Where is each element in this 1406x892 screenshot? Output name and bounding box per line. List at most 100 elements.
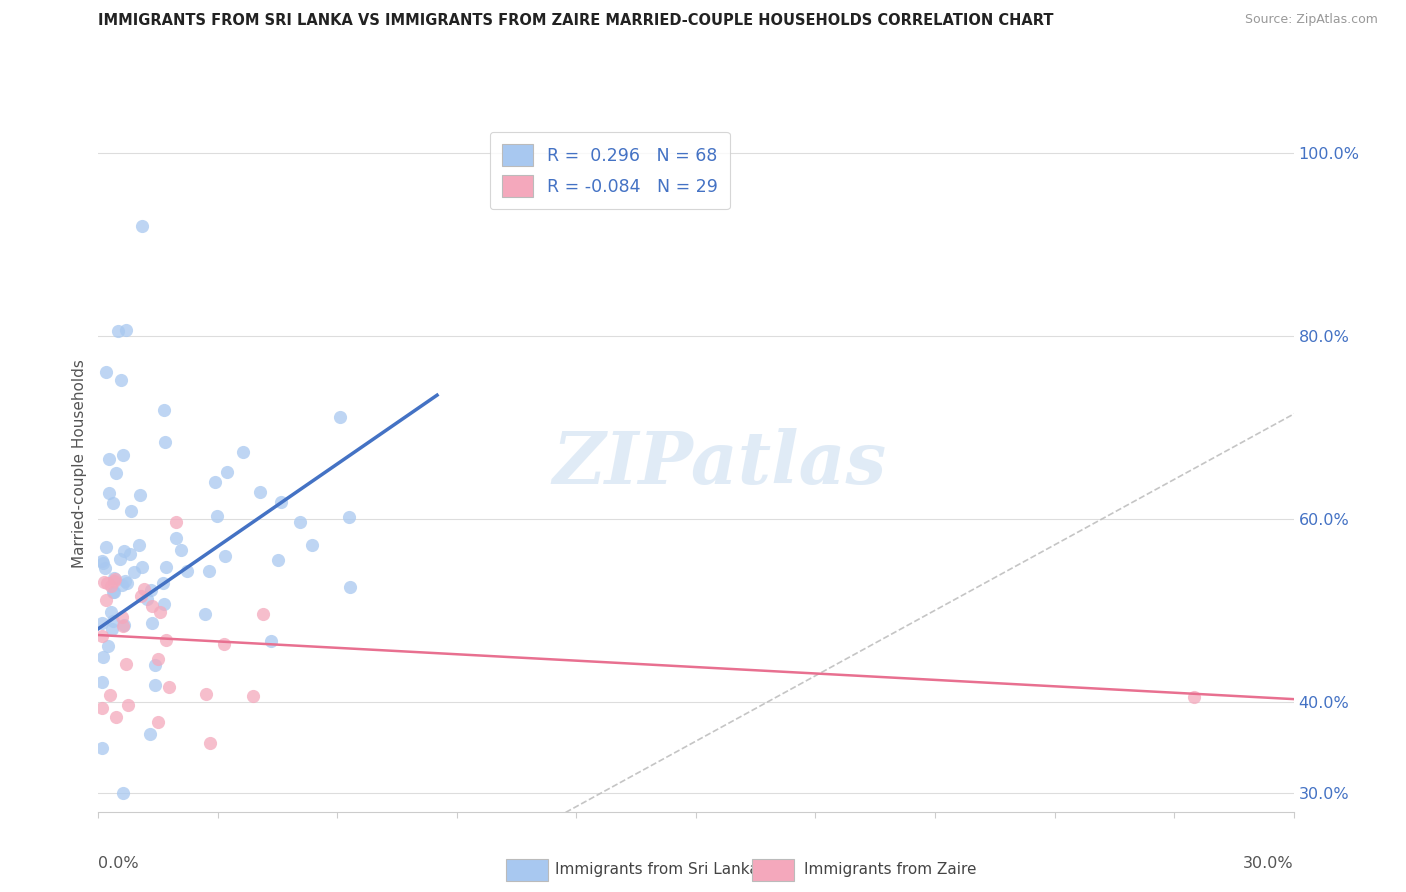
- Point: [91, 649, 114, 664]
- Point: [97, 639, 120, 653]
- Point: [197, 564, 219, 578]
- Point: [103, 574, 125, 588]
- Point: [170, 542, 193, 557]
- Text: IMMIGRANTS FROM SRI LANKA VS IMMIGRANTS FROM ZAIRE MARRIED-COUPLE HOUSEHOLDS COR: IMMIGRANTS FROM SRI LANKA VS IMMIGRANTS …: [98, 13, 1054, 29]
- Point: [91, 741, 114, 756]
- Point: [198, 736, 221, 750]
- Point: [176, 564, 198, 578]
- Point: [165, 515, 187, 529]
- Point: [157, 680, 180, 694]
- Point: [100, 606, 122, 620]
- Point: [114, 544, 136, 558]
- Point: [141, 616, 163, 631]
- Text: Immigrants from Zaire: Immigrants from Zaire: [804, 863, 977, 877]
- Point: [129, 589, 152, 603]
- Point: [101, 585, 124, 599]
- Point: [128, 538, 150, 552]
- Point: [232, 445, 254, 459]
- Legend: R =  0.296   N = 68, R = -0.084   N = 29: R = 0.296 N = 68, R = -0.084 N = 29: [489, 132, 730, 210]
- Point: [96, 576, 118, 591]
- Point: [267, 553, 290, 567]
- Point: [153, 597, 176, 611]
- Point: [91, 615, 114, 630]
- Point: [148, 652, 170, 666]
- Point: [104, 572, 127, 586]
- Point: [242, 689, 264, 703]
- Y-axis label: Married-couple Households: Married-couple Households: [72, 359, 87, 568]
- Point: [131, 559, 153, 574]
- Point: [143, 658, 166, 673]
- Point: [91, 629, 114, 643]
- Point: [117, 698, 139, 712]
- Point: [337, 509, 360, 524]
- Text: Immigrants from Sri Lanka: Immigrants from Sri Lanka: [555, 863, 759, 877]
- Point: [204, 475, 226, 489]
- Point: [205, 508, 228, 523]
- Point: [98, 451, 121, 466]
- Point: [112, 786, 135, 800]
- Point: [259, 634, 281, 648]
- Point: [111, 578, 134, 592]
- Point: [194, 607, 217, 621]
- Point: [114, 574, 136, 588]
- Point: [143, 678, 166, 692]
- Point: [94, 561, 117, 575]
- Point: [96, 365, 118, 379]
- Text: ZIPatlas: ZIPatlas: [553, 428, 887, 500]
- Point: [148, 714, 170, 729]
- Point: [98, 689, 121, 703]
- Point: [103, 584, 125, 599]
- Point: [339, 580, 361, 594]
- Point: [115, 323, 138, 337]
- Point: [165, 531, 187, 545]
- Point: [93, 574, 115, 589]
- Point: [139, 582, 162, 597]
- Text: Source: ZipAtlas.com: Source: ZipAtlas.com: [1244, 13, 1378, 27]
- Point: [114, 618, 136, 632]
- Point: [94, 540, 117, 554]
- Point: [112, 448, 135, 462]
- Point: [112, 619, 135, 633]
- Text: 0.0%: 0.0%: [98, 855, 139, 871]
- Point: [91, 701, 114, 715]
- Point: [104, 466, 127, 480]
- Point: [152, 402, 174, 417]
- Point: [214, 549, 236, 563]
- Point: [215, 465, 238, 479]
- Point: [195, 687, 218, 701]
- Point: [270, 495, 292, 509]
- Point: [101, 614, 124, 628]
- Point: [91, 556, 114, 570]
- Point: [101, 622, 124, 636]
- Point: [105, 709, 128, 723]
- Point: [136, 591, 159, 606]
- Point: [122, 566, 145, 580]
- Point: [149, 605, 172, 619]
- Text: 30.0%: 30.0%: [1243, 855, 1294, 871]
- Point: [94, 592, 117, 607]
- Point: [301, 538, 323, 552]
- Point: [152, 576, 174, 591]
- Point: [252, 607, 274, 621]
- Point: [288, 515, 311, 529]
- Point: [107, 324, 129, 338]
- Point: [249, 484, 271, 499]
- Point: [115, 575, 138, 590]
- Point: [100, 579, 122, 593]
- Point: [101, 496, 124, 510]
- Point: [141, 599, 163, 613]
- Point: [155, 633, 177, 648]
- Point: [134, 582, 156, 596]
- Point: [120, 547, 142, 561]
- Point: [103, 571, 125, 585]
- Point: [329, 409, 352, 424]
- Point: [139, 727, 162, 741]
- Point: [155, 560, 177, 574]
- Point: [212, 637, 235, 651]
- Point: [114, 657, 136, 672]
- Point: [131, 219, 153, 233]
- Point: [98, 486, 121, 500]
- Point: [129, 488, 152, 502]
- Point: [110, 609, 132, 624]
- Point: [155, 435, 177, 450]
